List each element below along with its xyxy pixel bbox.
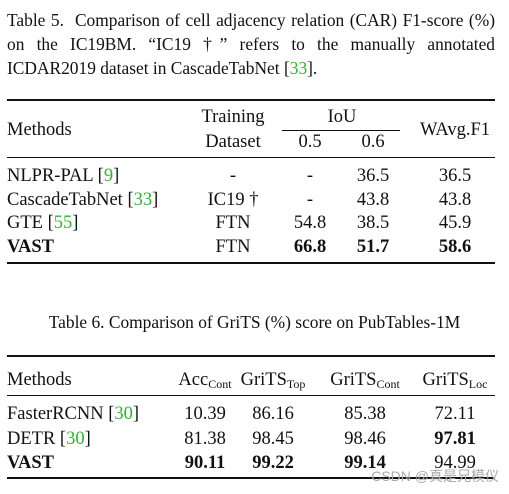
grits-loc-value: 97.81 bbox=[434, 428, 476, 449]
grits-top-value: 98.45 bbox=[252, 428, 294, 449]
citation-link[interactable]: 30 bbox=[66, 428, 85, 449]
iou06-value: 38.5 bbox=[356, 213, 390, 233]
training-dataset: - bbox=[229, 166, 237, 186]
citation-link[interactable]: 30 bbox=[114, 404, 133, 424]
training-dataset: IC19 † bbox=[207, 189, 259, 210]
acc-value: 90.11 bbox=[184, 453, 226, 473]
training-dataset: FTN bbox=[215, 213, 251, 233]
method-name: VAST bbox=[7, 453, 54, 473]
wavg-value: 58.6 bbox=[438, 236, 472, 257]
grits-cont-value: 99.14 bbox=[344, 453, 386, 473]
table6-mid-rule bbox=[7, 395, 495, 396]
grits-loc-value: 94.99 bbox=[434, 453, 476, 473]
wavg-value: 36.5 bbox=[438, 166, 472, 186]
table6-top-rule bbox=[7, 355, 495, 357]
iou05-value: 54.8 bbox=[293, 213, 327, 233]
table5-header-dataset: Dataset bbox=[205, 132, 261, 152]
method-name: DETR [30] bbox=[7, 428, 91, 449]
iou06-value: 43.8 bbox=[356, 189, 390, 210]
citation-link[interactable]: 9 bbox=[103, 166, 114, 186]
citation-link[interactable]: 33 bbox=[289, 58, 308, 78]
method-name: VAST bbox=[7, 236, 54, 257]
table5-header-training: Training bbox=[201, 107, 265, 127]
iou06-value: 51.7 bbox=[356, 236, 390, 257]
iou05-value: - bbox=[306, 189, 314, 210]
grits-top-value: 99.22 bbox=[252, 453, 294, 473]
iou06-value: 36.5 bbox=[356, 166, 390, 186]
table5-mid-rule bbox=[7, 157, 495, 158]
citation-link[interactable]: 55 bbox=[53, 213, 73, 233]
table5-header-iou: IoU bbox=[327, 107, 357, 127]
table6-header-grits-loc: GriTSLoc bbox=[422, 370, 488, 391]
table6-header-grits-cont: GriTSCont bbox=[330, 370, 400, 391]
table5-caption-label: Table 5. bbox=[7, 10, 64, 30]
table5-top-rule bbox=[7, 99, 495, 101]
table5-header-iou06: 0.6 bbox=[361, 132, 385, 152]
acc-value: 81.38 bbox=[184, 428, 226, 449]
grits-loc-value: 72.11 bbox=[434, 404, 476, 424]
citation-link[interactable]: 33 bbox=[133, 189, 153, 210]
table6-header-grits-top: GriTSTop bbox=[240, 370, 306, 391]
table6-caption: Table 6. Comparison of GriTS (%) score o… bbox=[48, 312, 461, 332]
table6-bottom-rule bbox=[7, 477, 495, 479]
iou05-value: - bbox=[306, 166, 314, 186]
table5-iou-rule bbox=[282, 130, 400, 131]
wavg-value: 43.8 bbox=[438, 189, 472, 210]
training-dataset: FTN bbox=[215, 236, 251, 257]
wavg-value: 45.9 bbox=[438, 213, 472, 233]
grits-cont-value: 85.38 bbox=[344, 404, 386, 424]
grits-cont-value: 98.46 bbox=[344, 428, 386, 449]
table5-caption-text: Comparison of cell adjacency relation (C… bbox=[7, 10, 495, 78]
acc-value: 10.39 bbox=[184, 404, 226, 424]
table5-caption: Table 5. Comparison of cell adjacency re… bbox=[7, 10, 495, 78]
method-name: FasterRCNN [30] bbox=[7, 404, 140, 424]
table5-header-iou05: 0.5 bbox=[298, 132, 322, 152]
grits-top-value: 86.16 bbox=[252, 404, 294, 424]
method-name: CascadeTabNet [33] bbox=[7, 189, 159, 210]
table5-bottom-rule bbox=[7, 262, 495, 264]
table6-header-acc: AccCont bbox=[178, 370, 232, 391]
table5-header-wavg: WAvg.F1 bbox=[419, 120, 491, 140]
method-name: GTE [55] bbox=[7, 213, 79, 233]
watermark: CSDN @真是兄模仪 bbox=[371, 468, 499, 484]
method-name: NLPR-PAL [9] bbox=[7, 166, 120, 186]
iou05-value: 66.8 bbox=[293, 236, 327, 257]
table5-header-methods: Methods bbox=[7, 120, 72, 140]
table6-header-methods: Methods bbox=[7, 370, 72, 390]
